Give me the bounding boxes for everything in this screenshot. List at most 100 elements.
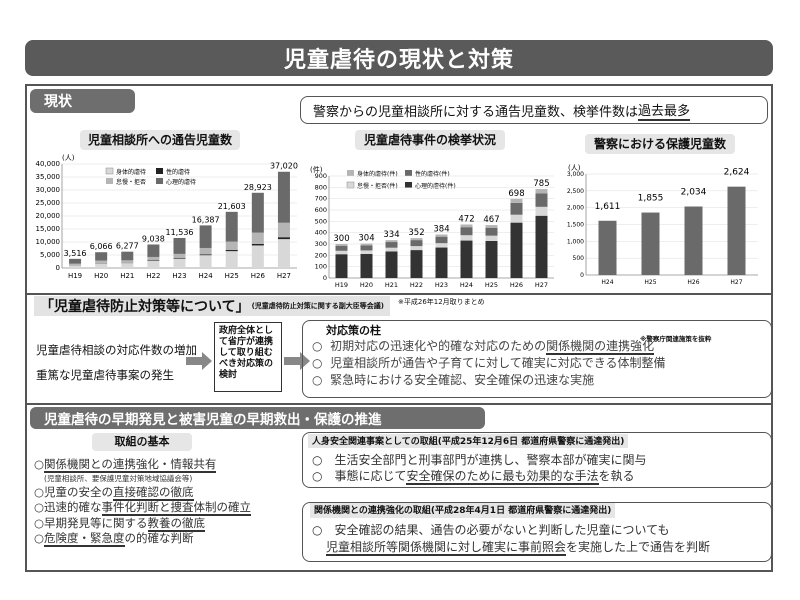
chart3-ytick: 1,000 (567, 238, 584, 245)
chart2-bar (435, 234, 448, 237)
chart1-bar (147, 260, 160, 268)
chart2-bar (385, 242, 398, 248)
chart2-bar (460, 224, 473, 228)
chart1-data-label: 37,020 (270, 162, 298, 171)
chart2-unit: (件) (310, 165, 323, 174)
box2-title: 関係機関との連携強化の取組(平成28年4月1日 都道府県警察に通達発出) (310, 503, 616, 518)
box1-item: ○ 生活安全部門と刑事部門が連携し、警察本部が確実に関与 (312, 453, 647, 467)
chart2-bar (410, 238, 423, 241)
chart1-bar (95, 260, 108, 263)
chart1-ytick: 25,000 (36, 199, 61, 207)
chart2-legend-swatch-psych (405, 182, 412, 188)
chart3-ytick: 2,000 (567, 205, 584, 212)
government-review-box: 政府全体として省庁が連携して取り組むべき対応策の検討 (214, 322, 282, 392)
chart2-data-label: 785 (533, 179, 549, 189)
chart1-xtick: H22 (146, 272, 160, 280)
box2-highlight: 児童相談所等関係機関に対し確実に事前照会 (326, 540, 567, 556)
chart2-data-label: 384 (433, 224, 449, 234)
chart1-data-label: 28,923 (244, 183, 272, 192)
divider-1 (25, 293, 773, 295)
chart1-xtick: H24 (199, 272, 214, 280)
chart2-bar (435, 243, 448, 248)
chart2-bar (335, 244, 348, 246)
chart1-legend-sexual: 性的虐待 (166, 168, 190, 176)
box1-title: 人身安全関連事案としての取組(平成25年12月6日 都道府県警察に通達発出) (308, 434, 629, 448)
chart2-bar (385, 247, 398, 252)
chart2-bar (460, 235, 473, 241)
section2-heading-sub: (児童虐待防止対策に関する副大臣等会議) (251, 302, 384, 310)
divider-2 (25, 403, 773, 405)
chart1-legend-swatch-physical (105, 167, 114, 175)
chart2-bar (510, 214, 523, 223)
chart1-legend-psych: 心理的虐待 (166, 178, 196, 186)
chart3-data-label: 1,855 (638, 194, 664, 204)
chart1-bar (199, 247, 212, 255)
chart1-ytick: 40,000 (36, 160, 61, 168)
chart2-bar (510, 202, 523, 215)
chart2-data-label: 467 (483, 215, 499, 225)
chart1-xtick: H23 (172, 272, 186, 280)
chart1-legend-neglect: 怠慢・拒否 (116, 178, 146, 186)
chart1-unit: (人) (62, 154, 75, 162)
chart2-bar (410, 246, 423, 251)
chart1-bar (199, 255, 212, 268)
chart2-bar (335, 245, 348, 251)
chart2-ytick: 800 (315, 183, 327, 191)
chart2-data-label: 472 (458, 215, 474, 225)
chart1-bar (225, 211, 238, 242)
chart2-xtick: H21 (385, 281, 398, 289)
chart2-ytick: 900 (315, 172, 327, 180)
chart2-data-label: 300 (333, 234, 349, 244)
chart2-bar (485, 227, 498, 236)
chart3-ytick: 3,000 (567, 171, 584, 178)
chart1-ytick: 30,000 (36, 186, 61, 194)
chart1-data-label: 11,536 (166, 228, 194, 237)
chart1-xtick: H27 (277, 272, 291, 280)
box1 (302, 432, 772, 488)
chart1-bar (199, 225, 212, 248)
basics-list: ○関係機関との連携強化・情報共有 (児童相談所、要保護児童対策地域協議会等) ○… (34, 457, 252, 547)
chart2-ytick: 300 (315, 240, 327, 248)
chart2-legend-physical: 身体的虐待(件) (357, 170, 398, 178)
chart1-title: 児童相談所への通告児童数 (80, 130, 240, 150)
chart2-bar (385, 240, 398, 243)
chart2-data-label: 352 (408, 228, 424, 238)
chart1-ytick: 0 (56, 264, 60, 272)
chart1-bar (277, 171, 290, 223)
chart1-bar (251, 192, 264, 233)
pillar-item: ○ 緊急時における安全確認、安全確保の迅速な実施 (312, 373, 595, 387)
section2-note: ※平成26年12月取りまとめ (398, 298, 485, 306)
pillar-title: 対応策の柱 (326, 324, 381, 337)
chart1-bar (277, 239, 290, 268)
chart2-xtick: H22 (410, 281, 423, 289)
chart2-ytick: 100 (315, 263, 327, 271)
chart1-data-label: 6,066 (90, 242, 113, 251)
chart1-bar (225, 250, 238, 252)
chart2-ytick: 600 (315, 206, 327, 214)
section2-heading-main: 「児童虐待防止対策等について」 (40, 299, 250, 315)
box2 (302, 502, 772, 562)
headline-text: 警察からの児童相談所に対する通告児童数、検挙件数は (313, 104, 639, 120)
chart2-bar (360, 245, 373, 251)
headline-highlight: 過去最多 (638, 100, 691, 121)
chart1-data-label: 3,516 (64, 249, 87, 258)
chart3-ytick: 500 (573, 255, 585, 262)
chart3-xtick: H25 (644, 279, 656, 286)
pillar-item-highlight: 関係機関の連携強化 (546, 339, 655, 355)
main-frame (25, 84, 773, 572)
chart2-xtick: H27 (535, 281, 548, 289)
basics-item: ○迅速的確な事件化判断と捜査体制の確立 (34, 500, 252, 516)
chart1-bar (251, 245, 264, 268)
chart3-xtick: H24 (601, 279, 613, 286)
chart2-ytick: 400 (315, 229, 327, 237)
chart1-legend: 身体的虐待 怠慢・拒否 性的虐待 心理的虐待 (105, 167, 196, 186)
chart1-xtick: H20 (94, 272, 108, 280)
box2-text: ○ 安全確認の結果、通告の必要がないと判断した児童についても 児童相談所等関係機… (312, 523, 711, 556)
chart3-data-label: 2,034 (681, 188, 707, 198)
basics-item: ○児童の安全の直接確認の徹底 (34, 484, 194, 501)
chart2-bar (435, 247, 448, 278)
basics-item: ○関係機関との連携強化・情報共有 (34, 457, 217, 473)
chart2-xtick: H23 (435, 281, 448, 289)
chart2-data-label: 304 (358, 234, 374, 244)
chart2-bar (410, 240, 423, 247)
